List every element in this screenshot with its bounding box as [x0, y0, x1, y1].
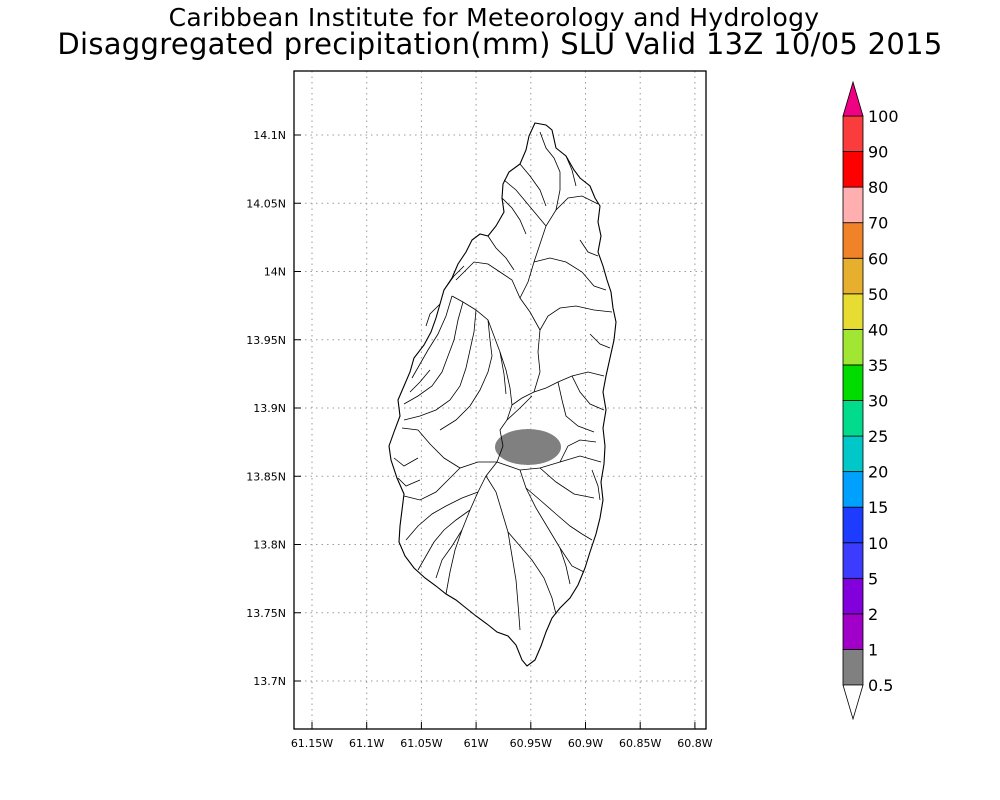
y-tick-label: 13.8N [253, 539, 286, 552]
colorbar-label: 35 [868, 356, 888, 375]
x-tick-label: 60.9W [568, 737, 603, 750]
colorbar-segment [842, 542, 864, 579]
colorbar-label: 20 [868, 463, 888, 482]
colorbar-over-arrow [842, 80, 864, 117]
x-tick-label: 60.95W [510, 737, 552, 750]
colorbar-label: 10 [868, 534, 888, 553]
x-tick-label: 61W [464, 737, 489, 750]
watershed-boundaries [393, 131, 613, 631]
page-title: Caribbean Institute for Meteorology and … [168, 3, 820, 32]
colorbar-label: 80 [868, 178, 888, 197]
x-tick-label: 60.8W [677, 737, 712, 750]
colorbar-segment [842, 506, 864, 544]
y-tick-label: 14.1N [253, 129, 286, 142]
colorbar-label: 90 [868, 143, 888, 162]
y-tick-label: 14.05N [246, 197, 286, 210]
colorbar-label: 30 [868, 392, 888, 411]
x-axis: 61.15W 61.1W 61.05W 61W 60.95W 60.9W 60.85W 60.… [291, 722, 713, 750]
y-tick-label: 14N [264, 266, 286, 279]
colorbar-label: 70 [868, 214, 888, 233]
colorbar-segment [842, 613, 864, 650]
y-tick-label: 13.85N [246, 470, 286, 483]
y-tick-label: 13.7N [253, 675, 286, 688]
x-tick-label: 61.15W [291, 737, 333, 750]
colorbar-segment [842, 328, 864, 366]
colorbar-label: 0.5 [868, 676, 893, 695]
map-frame [293, 70, 707, 730]
y-tick-label: 13.9N [253, 402, 286, 415]
x-tick-label: 60.85W [619, 737, 661, 750]
colorbar-segment [842, 293, 864, 330]
colorbar-segment [842, 115, 864, 152]
colorbar-label: 5 [868, 569, 878, 588]
colorbar-segment [842, 577, 864, 615]
y-tick-label: 13.95N [246, 334, 286, 347]
map-grid [294, 71, 706, 729]
x-tick-label: 61.1W [349, 737, 384, 750]
colorbar-label: 2 [868, 605, 878, 624]
colorbar-segment [842, 649, 864, 686]
y-axis: 14.1N 14.05N 14N 13.95N 13.9N 13.85N 13.8N 13.7… [246, 129, 301, 688]
colorbar-segment [842, 435, 864, 473]
page-subtitle: Disaggregated precipitation(mm) SLU Vali… [57, 27, 943, 61]
colorbar-segment [842, 186, 864, 224]
precip-area [495, 429, 561, 465]
colorbar-segment [842, 257, 864, 295]
colorbar-segment [842, 364, 864, 401]
colorbar-segment [842, 471, 864, 508]
colorbar-label: 40 [868, 320, 888, 339]
colorbar-segment [842, 400, 864, 437]
x-tick-label: 61.05W [400, 737, 442, 750]
colorbar-label: 60 [868, 249, 888, 268]
colorbar-label: 50 [868, 285, 888, 304]
colorbar-under-arrow [842, 684, 864, 721]
colorbar-label: 1 [868, 640, 878, 659]
colorbar-label: 100 [868, 107, 899, 126]
y-tick-label: 13.75N [246, 607, 286, 620]
colorbar-label: 15 [868, 498, 888, 517]
colorbar-segment [842, 222, 864, 259]
colorbar-label: 25 [868, 427, 888, 446]
colorbar-segment [842, 151, 864, 188]
